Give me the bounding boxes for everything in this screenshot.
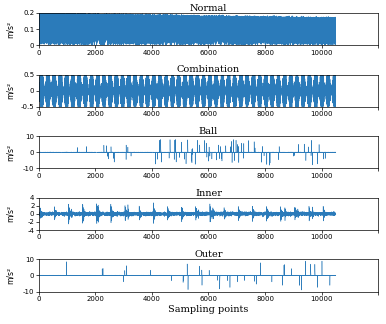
X-axis label: Sampling points: Sampling points	[168, 305, 249, 314]
Title: Normal: Normal	[190, 4, 227, 13]
Y-axis label: m/s²: m/s²	[6, 21, 15, 38]
Title: Inner: Inner	[195, 189, 222, 198]
Title: Combination: Combination	[177, 65, 240, 75]
Y-axis label: m/s²: m/s²	[6, 82, 15, 99]
Y-axis label: m/s²: m/s²	[6, 267, 15, 284]
Title: Outer: Outer	[194, 250, 223, 259]
Y-axis label: m/s²: m/s²	[6, 144, 15, 161]
Title: Ball: Ball	[199, 127, 218, 136]
Y-axis label: m/s²: m/s²	[6, 205, 15, 222]
